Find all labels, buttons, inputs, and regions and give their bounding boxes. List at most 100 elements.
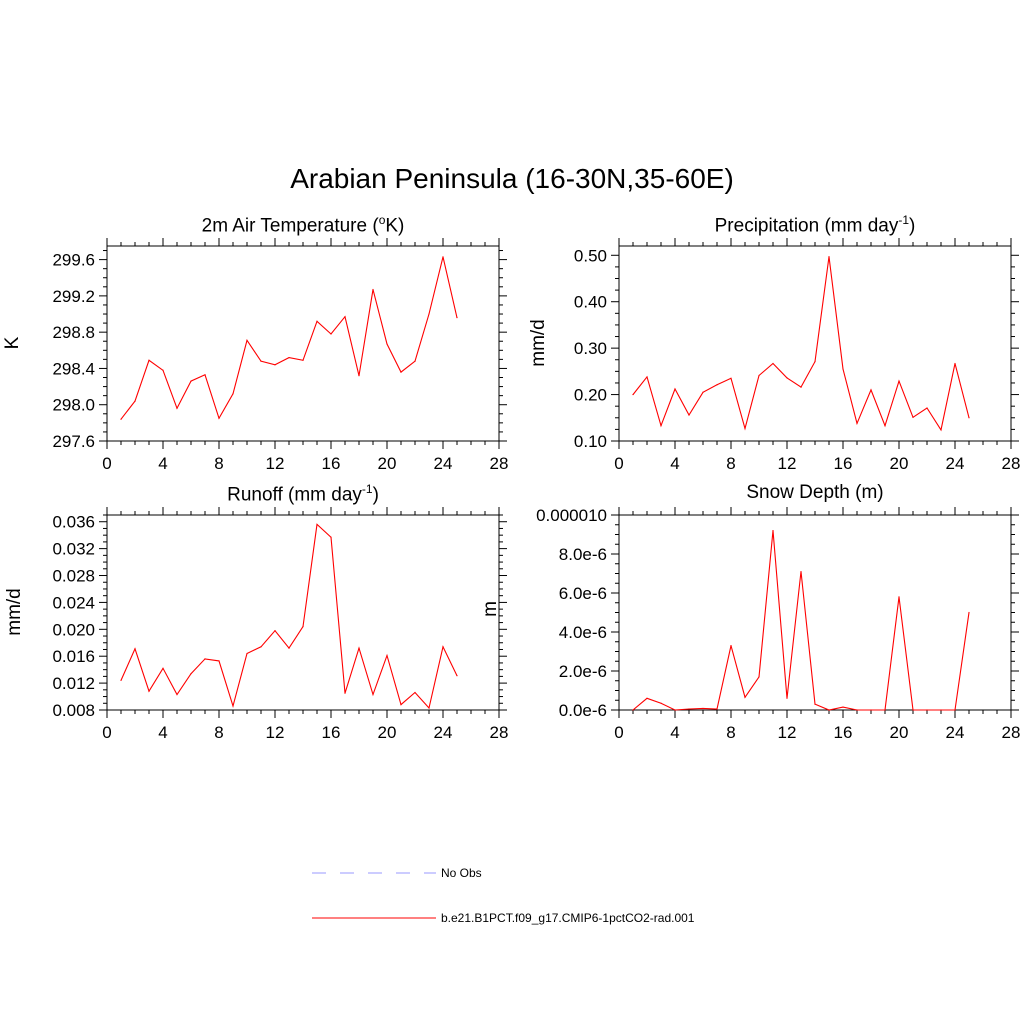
temperature-data-point [442,256,444,258]
temperature-x-tick-label: 20 [378,454,397,473]
runoff-data-point [386,654,388,657]
snow-depth-data-point [688,708,690,710]
snow-depth-x-tick-label: 12 [778,723,797,742]
temperature-y-tick-label: 297.6 [52,432,95,451]
temperature-data-point [302,359,304,361]
panel-title-snow-depth-text: Snow Depth (m) [746,482,884,503]
precipitation-data-point [702,391,704,393]
precipitation-data-point [716,384,718,386]
runoff-y-tick-label: 0.024 [52,593,95,612]
precipitation-x-tick-label: 0 [614,454,623,473]
runoff-data-point [456,675,458,677]
snow-depth-x-tick-label: 28 [1002,723,1021,742]
snow-depth-x-tick-label: 8 [726,723,735,742]
runoff-data-point [344,692,346,694]
runoff-x-tick-label: 28 [490,723,509,742]
snow-depth-data-point [954,709,956,711]
snow-depth-x-tick-label: 24 [946,723,965,742]
snow-depth-data-point [758,676,760,678]
precipitation-data-point [912,416,914,418]
temperature-data-point [344,316,346,318]
temperature-data-point [204,374,206,376]
snow-depth-y-tick-label: 2.0e-6 [559,662,607,681]
snow-depth-data-point [786,697,788,699]
runoff-x-tick-label: 24 [434,723,453,742]
snow-depth-data-point [828,709,830,711]
temperature-y-tick-label: 299.2 [52,287,95,306]
runoff-data-point [358,647,360,649]
precipitation-y-tick-label: 0.30 [574,339,607,358]
snow-depth-data-point [912,709,914,711]
temperature-x-tick-label: 24 [434,454,453,473]
temperature-y-tick-label: 299.6 [52,251,95,270]
precipitation-data-point [730,377,732,379]
precipitation-x-tick-label: 12 [778,454,797,473]
temperature-data-point [232,393,234,395]
temperature-data-point [330,333,332,335]
runoff-x-tick-label: 8 [214,723,223,742]
runoff-data-point [330,536,332,538]
legend-label-no-obs: No Obs [441,866,482,880]
precipitation-data-point [814,361,816,363]
runoff-data-point [316,523,318,526]
temperature-data-point [190,380,192,382]
snow-depth-data-point [814,703,816,705]
snow-depth-x-tick-label: 0 [614,723,623,742]
runoff-x-tick-label: 20 [378,723,397,742]
precipitation-data-point [758,374,760,377]
temperature-y-tick-label: 298.8 [52,323,95,342]
temperature-data-point [456,317,458,319]
panel-title-precipitation-end: ) [909,215,916,237]
snow-depth-y-tick-label: 4.0e-6 [559,623,607,642]
temperature-data-point [134,400,136,402]
temperature-data-point [428,313,430,315]
snow-depth-data-point [772,530,774,532]
runoff-x-tick-label: 16 [322,723,341,742]
precipitation-data-point [968,417,970,419]
temperature-data-point [372,288,374,291]
precipitation-x-tick-label: 20 [890,454,909,473]
legend-label-model: b.e21.B1PCT.f09_g17.CMIP6-1pctCO2-rad.00… [441,911,695,925]
precipitation-x-tick-label: 8 [726,454,735,473]
precipitation-data-point [842,368,844,370]
runoff-y-tick-label: 0.016 [52,647,95,666]
snow-depth-data-point [940,709,942,711]
temperature-data-point [316,320,318,322]
precipitation-data-point [646,376,648,378]
precipitation-data-point [786,377,788,379]
panel-title-temperature-end: K) [385,215,405,237]
runoff-data-point [442,646,444,648]
runoff-y-tick-label: 0.012 [52,674,95,693]
runoff-data-point [134,648,136,650]
snow-depth-x-tick-label: 4 [670,723,679,742]
precipitation-y-tick-label: 0.10 [574,432,607,451]
runoff-data-point [218,660,220,662]
snow-depth-y-tick-label: 0.0e-6 [559,701,607,720]
precipitation-data-point [856,422,858,424]
temperature-data-point [148,359,150,361]
precipitation-data-point [898,380,900,382]
temperature-data-point [386,343,388,345]
precipitation-y-tick-label: 0.40 [574,293,607,312]
snow-depth-data-point [856,709,858,711]
runoff-y-tick-label: 0.032 [52,540,95,559]
temperature-x-tick-label: 12 [266,454,285,473]
snow-depth-data-point [744,696,746,698]
precipitation-x-tick-label: 24 [946,454,965,473]
temperature-data-point [246,339,248,341]
panel-title-runoff-end: ) [372,484,379,506]
panel-title-snow-depth: Snow Depth (m) [619,482,1011,504]
temperature-x-tick-label: 4 [158,454,167,473]
precipitation-data-point [744,427,746,430]
runoff-y-tick-label: 0.036 [52,513,95,532]
runoff-data-point [176,693,178,696]
precipitation-data-point [800,386,802,388]
snow-depth-data-point [702,707,704,710]
panel-title-precipitation-text: Precipitation (mm day [714,215,899,237]
runoff-data-point [148,690,150,692]
precipitation-x-tick-label: 28 [1002,454,1021,473]
runoff-data-point [428,707,430,709]
temperature-data-point [260,360,262,362]
